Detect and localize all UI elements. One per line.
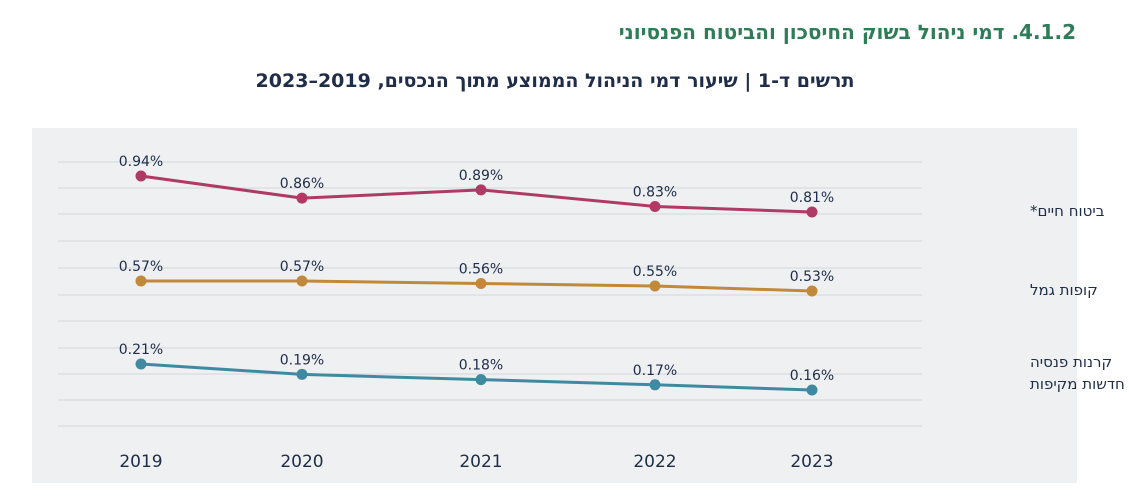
- legend-label-life-insurance: ביטוח חיים*: [1030, 202, 1105, 220]
- data-label-life-insurance-2020: 0.86%: [280, 176, 324, 192]
- data-point-pension-funds-2022: [649, 379, 661, 391]
- x-tick-label-2019: 2019: [119, 452, 162, 472]
- data-label-provident-funds-2019: 0.57%: [119, 259, 163, 275]
- data-point-provident-funds-2021: [475, 278, 487, 289]
- data-label-pension-funds-2020: 0.19%: [280, 352, 324, 368]
- plot-area: [32, 128, 1077, 483]
- data-point-provident-funds-2022: [649, 280, 661, 292]
- data-label-life-insurance-2019: 0.94%: [119, 154, 163, 170]
- data-point-life-insurance-2023: [806, 206, 818, 218]
- data-point-pension-funds-2023: [806, 384, 818, 396]
- x-tick-label-2021: 2021: [459, 452, 502, 472]
- x-tick-label-2022: 2022: [633, 452, 676, 472]
- data-point-provident-funds-2019: [135, 275, 147, 287]
- legend-label-provident-funds: קופות גמל: [1030, 281, 1098, 299]
- data-label-life-insurance-2022: 0.83%: [633, 184, 677, 200]
- data-label-life-insurance-2023: 0.81%: [790, 190, 834, 206]
- data-label-provident-funds-2022: 0.55%: [633, 264, 677, 280]
- data-label-pension-funds-2022: 0.17%: [633, 363, 677, 379]
- x-tick-label-2023: 2023: [790, 452, 833, 472]
- section-title: 4.1.2. דמי ניהול בשוק החיסכון והביטוח הפ…: [618, 20, 1076, 44]
- data-point-life-insurance-2019: [135, 170, 147, 182]
- data-label-provident-funds-2021: 0.56%: [459, 262, 503, 278]
- data-label-pension-funds-2019: 0.21%: [119, 342, 163, 358]
- data-label-life-insurance-2021: 0.89%: [459, 168, 503, 184]
- data-point-pension-funds-2019: [135, 358, 147, 370]
- data-point-pension-funds-2020: [296, 368, 308, 380]
- data-point-life-insurance-2022: [649, 200, 661, 212]
- legend-label-pension-funds-line-2: חדשות מקיפות: [1030, 375, 1125, 393]
- data-label-provident-funds-2020: 0.57%: [280, 259, 324, 275]
- x-tick-label-2020: 2020: [280, 452, 323, 472]
- chart-title: תרשים ד-1 | שיעור דמי הניהול הממוצע מתוך…: [255, 70, 855, 92]
- data-label-pension-funds-2021: 0.18%: [459, 358, 503, 374]
- data-point-pension-funds-2021: [475, 374, 487, 386]
- data-point-life-insurance-2021: [475, 184, 487, 196]
- legend-label-pension-funds-line-1: קרנות פנסיה: [1030, 353, 1112, 371]
- data-point-provident-funds-2023: [806, 285, 818, 297]
- data-label-pension-funds-2023: 0.16%: [790, 368, 834, 384]
- data-point-life-insurance-2020: [296, 192, 308, 204]
- data-label-provident-funds-2023: 0.53%: [790, 269, 834, 285]
- data-point-provident-funds-2020: [296, 275, 308, 287]
